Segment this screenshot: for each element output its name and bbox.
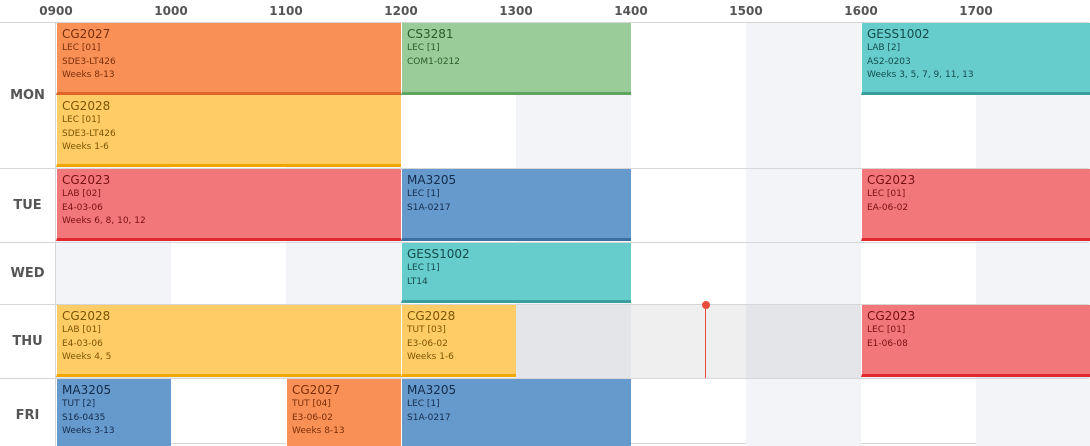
module-code: CS3281	[407, 27, 454, 41]
lesson-type: LEC [1]	[407, 263, 440, 273]
hour-stripe	[746, 169, 861, 242]
lesson-card[interactable]: CG2028 TUT [03] E3-06-02 Weeks 1-6	[401, 305, 516, 377]
day-row: CG2028 LAB [01] E4-03-06 Weeks 4, 5 CG2028 TU…	[0, 301, 1090, 379]
lesson-type: LEC [1]	[407, 189, 440, 199]
lesson-card[interactable]: GESS1002 LAB [2] AS2-0203 Weeks 3, 5, 7, 9,…	[861, 23, 1090, 95]
hour-label: 0900	[39, 4, 73, 18]
hour-stripe	[746, 23, 861, 168]
lesson-type: LEC [1]	[407, 399, 440, 409]
day-row: CG2023 LAB [02] E4-03-06 Weeks 6, 8, 10, 12…	[0, 168, 1090, 242]
venue: S16-0435	[62, 412, 106, 423]
hour-stripe	[746, 243, 861, 304]
lesson-card[interactable]: CG2023 LEC [01] EA-06-02	[861, 169, 1090, 241]
day-label: WED	[0, 243, 56, 304]
current-time-dot	[701, 301, 710, 309]
hour-label: 1700	[959, 4, 993, 18]
lesson-type: LEC [1]	[407, 43, 440, 53]
day-row: GESS1002 LEC [1] LT14 WED	[0, 242, 1090, 304]
venue: S1A-0217	[407, 412, 451, 423]
module-code: CG2023	[867, 309, 916, 323]
day-label: THU	[0, 305, 56, 378]
lesson-type: LAB [01]	[62, 325, 101, 335]
weeks: Weeks 3-13	[62, 426, 115, 436]
weeks: Weeks 8-13	[292, 426, 345, 436]
module-code: MA3205	[62, 383, 112, 397]
lesson-card[interactable]: CG2028 LAB [01] E4-03-06 Weeks 4, 5	[56, 305, 401, 377]
venue: S1A-0217	[407, 202, 451, 213]
module-code: CG2028	[62, 309, 111, 323]
venue: AS2-0203	[867, 56, 911, 67]
module-code: CG2023	[867, 173, 916, 187]
lesson-card[interactable]: MA3205 LEC [1] S1A-0217	[401, 379, 631, 446]
lesson-card[interactable]: CG2023 LAB [02] E4-03-06 Weeks 6, 8, 10, 12	[56, 169, 401, 241]
lesson-card[interactable]: CS3281 LEC [1] COM1-0212	[401, 23, 631, 95]
venue: E4-03-06	[62, 338, 103, 349]
hour-label: 1100	[269, 4, 303, 18]
day-label: MON	[0, 23, 56, 168]
lesson-type: TUT [04]	[292, 399, 331, 409]
venue: SDE3-LT426	[62, 128, 116, 139]
hour-label: 1000	[154, 4, 188, 18]
lesson-type: TUT [2]	[62, 399, 96, 409]
lesson-type: LAB [02]	[62, 189, 101, 199]
hour-stripe	[286, 243, 401, 304]
lesson-type: LEC [01]	[867, 189, 906, 199]
weeks: Weeks 3, 5, 7, 9, 11, 13	[867, 70, 974, 80]
hour-stripe	[56, 243, 171, 304]
current-time-line	[705, 305, 706, 379]
lesson-card[interactable]: CG2027 TUT [04] E3-06-02 Weeks 8-13	[286, 379, 401, 446]
module-code: CG2027	[62, 27, 111, 41]
module-code: MA3205	[407, 383, 457, 397]
hour-label: 1600	[844, 4, 878, 18]
venue: COM1-0212	[407, 56, 461, 67]
day-row: CG2027 LEC [01] SDE3-LT426 Weeks 8-13 CS3281…	[0, 22, 1090, 168]
weeks: Weeks 6, 8, 10, 12	[62, 216, 146, 226]
module-code: GESS1002	[867, 27, 930, 41]
venue: SDE3-LT426	[62, 56, 116, 67]
venue: E4-03-06	[62, 202, 103, 213]
venue: E3-06-02	[292, 412, 333, 423]
hour-stripe	[976, 243, 1090, 304]
lesson-type: LAB [2]	[867, 43, 901, 53]
lesson-card[interactable]: CG2027 LEC [01] SDE3-LT426 Weeks 8-13	[56, 23, 401, 95]
module-code: CG2027	[292, 383, 341, 397]
lesson-card[interactable]: GESS1002 LEC [1] LT14	[401, 243, 631, 303]
venue: E3-06-02	[407, 338, 448, 349]
weeks: Weeks 1-6	[62, 142, 109, 152]
hour-label: 1300	[499, 4, 533, 18]
day-label: FRI	[0, 379, 56, 446]
day-row: MA3205 TUT [2] S16-0435 Weeks 3-13 CG2027 TUT…	[0, 378, 1090, 446]
module-code: MA3205	[407, 173, 457, 187]
hour-stripe	[746, 379, 861, 446]
day-label: TUE	[0, 169, 56, 242]
weeks: Weeks 1-6	[407, 352, 454, 362]
hour-label: 1500	[729, 4, 763, 18]
lesson-type: TUT [03]	[407, 325, 446, 335]
lesson-card[interactable]: CG2028 LEC [01] SDE3-LT426 Weeks 1-6	[56, 95, 401, 167]
lesson-type: LEC [01]	[62, 43, 101, 53]
module-code: GESS1002	[407, 247, 470, 261]
hour-stripe	[976, 379, 1090, 446]
lesson-card[interactable]: MA3205 TUT [2] S16-0435 Weeks 3-13	[56, 379, 171, 446]
lesson-card[interactable]: CG2023 LEC [01] E1-06-08	[861, 305, 1090, 377]
hour-label: 1400	[614, 4, 648, 18]
module-code: CG2023	[62, 173, 111, 187]
venue: EA-06-02	[867, 202, 909, 213]
module-code: CG2028	[407, 309, 456, 323]
hour-stripe	[746, 305, 861, 378]
lesson-card[interactable]: MA3205 LEC [1] S1A-0217	[401, 169, 631, 241]
weeks: Weeks 4, 5	[62, 352, 112, 362]
lesson-type: LEC [01]	[867, 325, 906, 335]
lesson-type: LEC [01]	[62, 115, 101, 125]
venue: LT14	[407, 276, 428, 287]
module-code: CG2028	[62, 99, 111, 113]
hour-stripe	[516, 305, 631, 378]
hour-label: 1200	[384, 4, 418, 18]
weeks: Weeks 8-13	[62, 70, 115, 80]
venue: E1-06-08	[867, 338, 908, 349]
